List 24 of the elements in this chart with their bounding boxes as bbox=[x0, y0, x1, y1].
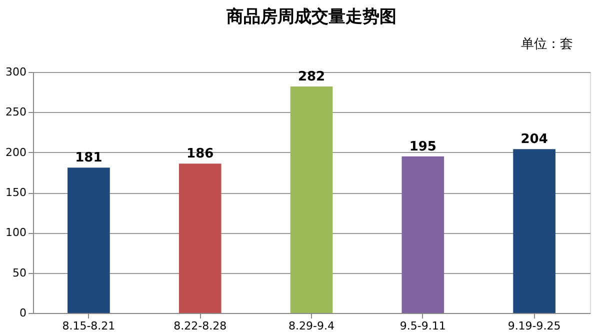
y-tick-label: 300 bbox=[6, 66, 26, 78]
y-tick-label: 150 bbox=[6, 186, 26, 199]
y-tick-label: 50 bbox=[12, 266, 26, 280]
bar bbox=[290, 86, 333, 313]
bar bbox=[68, 168, 110, 313]
x-tick-label: 9.19-9.25 bbox=[508, 320, 561, 332]
x-tick-label: 8.29-9.4 bbox=[288, 320, 334, 332]
data-label: 195 bbox=[409, 139, 436, 154]
x-tick-label: 8.22-8.28 bbox=[174, 320, 227, 332]
chart-title: 商品房周成交量走势图 bbox=[226, 7, 396, 27]
y-tick-label: 200 bbox=[6, 146, 26, 159]
bar bbox=[178, 164, 222, 313]
y-tick-label: 0 bbox=[20, 306, 26, 320]
data-label: 204 bbox=[520, 132, 548, 148]
bar bbox=[513, 149, 556, 313]
x-tick-label: 9.5-9.11 bbox=[400, 320, 446, 332]
y-tick-label: 100 bbox=[6, 226, 26, 240]
y-tick-label: 250 bbox=[6, 106, 26, 119]
x-tick-label: 8.15-8.21 bbox=[62, 320, 116, 332]
data-label: 186 bbox=[186, 146, 214, 162]
data-label: 181 bbox=[75, 150, 102, 166]
text: 单位：套 bbox=[521, 37, 573, 52]
data-label: 282 bbox=[298, 69, 326, 84]
bar bbox=[402, 156, 444, 313]
